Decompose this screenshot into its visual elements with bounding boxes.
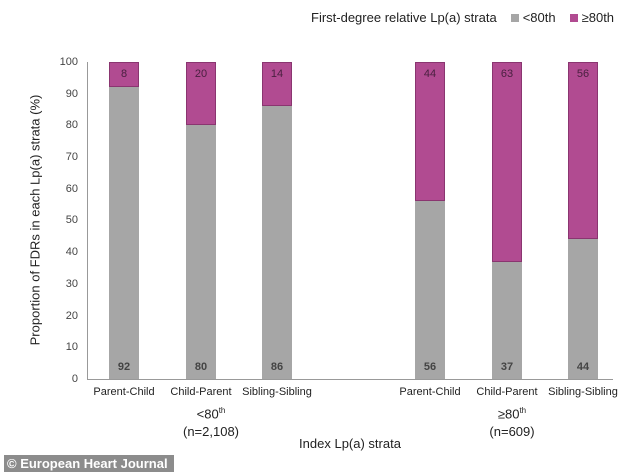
value-label: 92 <box>117 361 131 373</box>
group-n: (n=2,108) <box>182 424 240 440</box>
y-tick: 100 <box>59 56 78 68</box>
x-category-label: Parent-Child <box>399 386 461 398</box>
bar-segment-high: 56 <box>568 62 598 239</box>
y-tick: 60 <box>65 183 78 195</box>
bar-sibling-sibling-high-index: 56 44 <box>568 62 598 379</box>
legend-label-low: <80th <box>522 10 556 25</box>
y-tick: 70 <box>65 151 78 163</box>
value-label: 80 <box>194 361 208 373</box>
y-tick: 80 <box>65 119 78 131</box>
legend-swatch-low <box>510 13 519 22</box>
value-label: 44 <box>576 361 590 373</box>
legend: First-degree relative Lp(a) strata <80th… <box>311 10 614 25</box>
value-label: 86 <box>270 361 284 373</box>
bar-parent-child-high-index: 44 56 <box>415 62 445 379</box>
group-label-high: ≥80th (n=609) <box>489 402 534 441</box>
value-label: 63 <box>500 68 514 80</box>
y-axis-line <box>87 62 88 379</box>
value-label: 37 <box>500 361 514 373</box>
group-label-sup: th <box>519 406 527 415</box>
bar-segment-high: 8 <box>109 62 139 87</box>
value-label: 8 <box>120 68 128 80</box>
legend-title: First-degree relative Lp(a) strata <box>311 10 497 25</box>
group-label-sup: th <box>218 406 226 415</box>
group-label-text: ≥80 <box>497 406 520 422</box>
legend-label-high: ≥80th <box>581 10 615 25</box>
bar-segment-high: 63 <box>492 62 522 262</box>
group-label-low: <80th (n=2,108) <box>183 402 239 441</box>
bar-child-parent-low-index: 20 80 <box>186 62 216 379</box>
y-tick: 90 <box>65 88 78 100</box>
value-label: 14 <box>270 68 284 80</box>
bar-child-parent-high-index: 63 37 <box>492 62 522 379</box>
y-axis-label: Proportion of FDRs in each Lp(a) strata … <box>27 94 43 346</box>
x-category-label: Child-Parent <box>170 386 232 398</box>
y-tick: 10 <box>65 341 78 353</box>
legend-swatch-high <box>569 13 578 22</box>
copyright-watermark: © European Heart Journal <box>4 455 174 472</box>
bar-parent-child-low-index: 8 92 <box>109 62 139 379</box>
bar-segment-low: 92 <box>109 87 139 379</box>
y-tick: 20 <box>65 310 78 322</box>
x-axis-line <box>87 379 613 380</box>
x-axis-label: Index Lp(a) strata <box>299 436 401 451</box>
value-label: 20 <box>194 68 208 80</box>
group-n: (n=609) <box>489 424 535 440</box>
bar-segment-high: 14 <box>262 62 292 106</box>
y-tick: 40 <box>65 246 78 258</box>
bar-segment-low: 56 <box>415 201 445 379</box>
x-category-label: Child-Parent <box>476 386 538 398</box>
group-label-text: <80 <box>196 406 219 422</box>
bar-segment-high: 44 <box>415 62 445 201</box>
x-category-label: Sibling-Sibling <box>242 386 312 398</box>
y-tick: 50 <box>65 214 78 226</box>
bar-segment-low: 80 <box>186 125 216 379</box>
bar-segment-low: 37 <box>492 262 522 379</box>
value-label: 44 <box>423 68 437 80</box>
y-tick: 30 <box>65 278 78 290</box>
x-category-label: Sibling-Sibling <box>548 386 618 398</box>
value-label: 56 <box>576 68 590 80</box>
bar-sibling-sibling-low-index: 14 86 <box>262 62 292 379</box>
bar-segment-high: 20 <box>186 62 216 125</box>
bar-segment-low: 86 <box>262 106 292 379</box>
value-label: 56 <box>423 361 437 373</box>
bar-segment-low: 44 <box>568 239 598 379</box>
x-category-label: Parent-Child <box>93 386 155 398</box>
y-tick: 0 <box>71 373 78 385</box>
